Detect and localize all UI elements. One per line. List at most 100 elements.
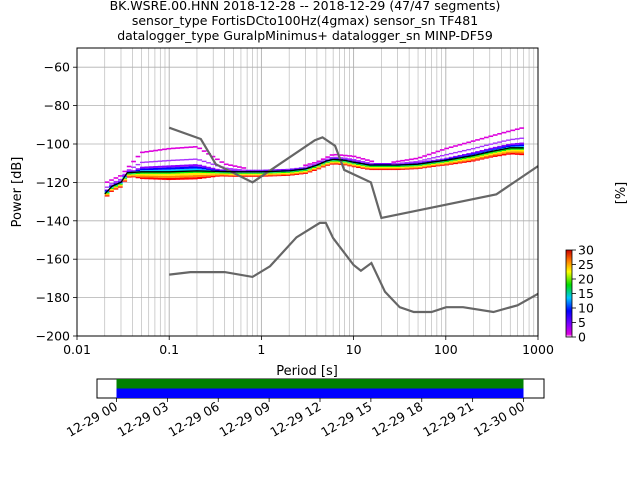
heatmap-cell: [241, 173, 247, 175]
y-axis-ticks: −200 −180 −160 −140 −120 −100 −80 −60: [36, 60, 77, 344]
heatmap-cell: [470, 160, 476, 162]
heatmap-cell: [215, 169, 220, 172]
heatmap-cell: [484, 144, 489, 146]
heatmap-cell: [113, 177, 119, 179]
heatmap-cell: [325, 158, 330, 160]
heatmap-cell: [272, 172, 278, 174]
heatmap-cell: [470, 158, 476, 161]
heatmap-cell: [312, 168, 317, 170]
timeline-tick-label: 12-29 18: [369, 399, 425, 440]
heatmap-cell: [395, 167, 401, 169]
heatmap-cell: [241, 175, 247, 177]
heatmap-cell: [140, 173, 145, 176]
heatmap-cell: [223, 163, 229, 166]
x-tick-label: 1: [257, 342, 265, 357]
heatmap-cell: [373, 166, 379, 168]
heatmap-cell: [329, 162, 335, 164]
heatmap-cell: [109, 183, 114, 185]
heatmap-cell: [223, 174, 229, 176]
heatmap-cell: [188, 168, 194, 171]
heatmap-cell: [342, 157, 348, 159]
heatmap-cell: [387, 163, 392, 165]
heatmap-cell: [347, 164, 353, 166]
heatmap-cell: [448, 152, 454, 155]
heatmap-cell: [250, 173, 255, 175]
heatmap-cell: [409, 167, 414, 169]
heatmap-cell: [276, 172, 282, 174]
heatmap-cell: [484, 153, 489, 155]
heatmap-cell: [197, 164, 203, 167]
heatmap-cell: [320, 165, 326, 167]
heatmap-cell: [439, 154, 445, 157]
heatmap-cell: [267, 172, 273, 174]
heatmap-cell: [510, 151, 516, 153]
heatmap-cell: [497, 154, 502, 157]
heatmap-cell: [113, 185, 119, 187]
heatmap-cell: [413, 161, 419, 163]
y-tick-label: −80: [44, 98, 70, 113]
heatmap-cell: [201, 174, 207, 177]
heatmap-cell: [519, 127, 525, 129]
heatmap-cell: [140, 161, 145, 164]
heatmap-cell: [285, 173, 291, 175]
colorbar-tick-label: 20: [578, 272, 594, 287]
heatmap-cell: [144, 166, 150, 169]
heatmap-cell: [197, 170, 203, 173]
heatmap-cell: [492, 155, 498, 157]
heatmap-cell: [153, 160, 158, 163]
heatmap-cell: [342, 164, 348, 166]
heatmap-cell: [175, 167, 181, 170]
heatmap-cell: [109, 184, 114, 186]
heatmap-cell: [281, 173, 286, 175]
heatmap-cell: [104, 181, 110, 183]
heatmap-cell: [135, 175, 141, 177]
heatmap-cell: [453, 159, 458, 161]
heatmap-cell: [497, 132, 502, 135]
heatmap-cell: [351, 165, 357, 167]
heatmap-cell: [135, 169, 141, 172]
heatmap-cell: [109, 179, 114, 181]
heatmap-cell: [289, 168, 295, 170]
heatmap-cell: [307, 169, 313, 171]
heatmap-cell: [497, 147, 502, 149]
heatmap-cell: [259, 173, 264, 175]
heatmap-cell: [104, 194, 110, 196]
heatmap-cell: [263, 175, 269, 177]
heatmap-cell: [413, 168, 419, 170]
heatmap-cell: [497, 150, 502, 152]
heatmap-cell: [140, 151, 145, 154]
heatmap-cell: [510, 143, 516, 145]
heatmap-cell: [378, 169, 383, 171]
heatmap-cell: [219, 175, 225, 177]
heatmap-cell: [122, 178, 128, 180]
heatmap-cell: [250, 175, 255, 177]
heatmap-cell: [192, 168, 198, 171]
heatmap-cell: [470, 140, 476, 142]
heatmap-cell: [259, 169, 264, 171]
noise-model-line: [168, 126, 539, 220]
heatmap-cell: [179, 171, 185, 174]
heatmap-cell: [179, 159, 185, 161]
heatmap-cell: [104, 189, 110, 191]
heatmap-cell: [373, 169, 379, 171]
heatmap-cell: [153, 171, 158, 174]
heatmap-cell: [179, 175, 185, 178]
heatmap-cell: [488, 149, 494, 151]
heatmap-cell: [140, 175, 145, 178]
heatmap-cell: [307, 163, 313, 165]
heatmap-cell: [131, 174, 136, 176]
heatmap-cell: [479, 158, 485, 160]
heatmap-cell: [461, 155, 467, 157]
heatmap-cell: [184, 177, 189, 180]
heatmap-cell: [426, 164, 432, 166]
y-tick-label: −120: [36, 175, 70, 190]
heatmap-cell: [237, 173, 242, 175]
heatmap-cell: [497, 151, 502, 154]
heatmap-cell: [197, 172, 203, 175]
heatmap-cell: [192, 164, 198, 167]
heatmap-cell: [470, 153, 476, 155]
heatmap-cell: [510, 148, 516, 150]
heatmap-cell: [514, 151, 520, 154]
heatmap-cell: [479, 155, 485, 157]
heatmap-cell: [378, 163, 383, 165]
